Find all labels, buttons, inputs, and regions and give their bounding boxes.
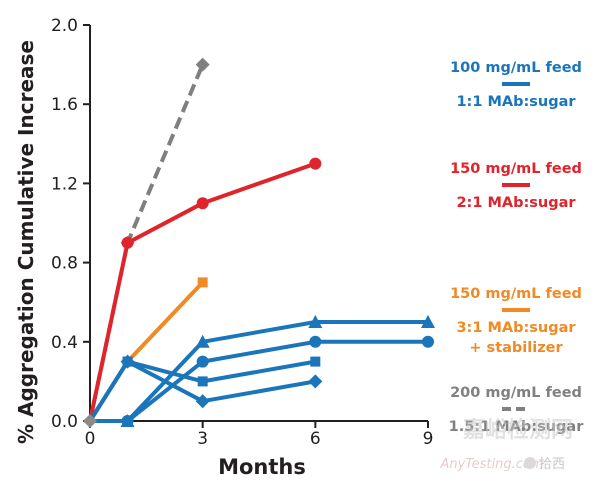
x-tick-label: 6 — [310, 429, 321, 449]
watermark-social: 拾西 — [539, 457, 565, 472]
legend-label-feed: 100 mg/mL feed — [450, 60, 582, 76]
data-point-triangle — [421, 315, 435, 328]
legend-label-ratio: 1.5:1 MAb:sugar — [449, 419, 585, 435]
data-point-square — [197, 277, 208, 288]
wechat-icon — [524, 457, 536, 469]
series-line — [90, 339, 428, 423]
series-blue-7 — [88, 354, 323, 423]
data-point-circle — [309, 157, 322, 170]
data-series — [83, 57, 435, 428]
data-point-square — [197, 376, 208, 387]
legend-entry-4: 200 mg/mL feed 1.5:1 MAb:sugar — [449, 385, 585, 435]
axes — [83, 24, 429, 428]
legend: 100 mg/mL feed 1:1 MAb:sugar 150 mg/mL fee… — [449, 60, 585, 435]
legend-entry-3: 150 mg/mL feed 3:1 MAb:sugar + stabilizer — [450, 286, 582, 356]
legend-label-feed: 200 mg/mL feed — [450, 385, 582, 401]
x-tick-label: 3 — [197, 429, 208, 449]
legend-label-ratio: 2:1 MAb:sugar — [456, 195, 576, 211]
data-point-diamond — [195, 57, 210, 72]
x-axis-title: Months — [218, 455, 306, 479]
data-point-circle — [309, 335, 322, 348]
y-axis-title: % Aggregation Cumulative Increase — [14, 40, 38, 444]
data-point-circle — [196, 197, 209, 210]
y-tick-label: 0.4 — [51, 333, 78, 353]
watermark: 嘉峪检测网 AnyTesting.com 拾西 — [439, 417, 573, 472]
legend-label-ratio: 1:1 MAb:sugar — [456, 94, 576, 110]
data-point-circle — [422, 335, 434, 348]
origin-point — [83, 414, 97, 428]
watermark-url: AnyTesting.com — [439, 457, 543, 472]
x-tick-label: 0 — [85, 429, 96, 449]
data-point-diamond — [308, 374, 323, 389]
series-red-2 — [88, 157, 322, 422]
watermark-brand: 嘉峪检测网 — [463, 417, 573, 443]
x-tick-label: 9 — [423, 429, 434, 449]
data-point-triangle — [308, 315, 323, 328]
data-point-circle — [121, 415, 134, 427]
series-blue-5 — [90, 335, 434, 427]
legend-label-ratio: 3:1 MAb:sugar — [456, 320, 576, 336]
data-point-circle — [196, 355, 209, 368]
y-tick-label: 0.0 — [51, 412, 78, 432]
y-tick-label: 2.0 — [51, 16, 78, 36]
legend-entry-2: 150 mg/mL feed 2:1 MAb:sugar — [450, 161, 582, 211]
legend-label-extra: + stabilizer — [469, 340, 563, 356]
legend-label-feed: 150 mg/mL feed — [450, 286, 582, 302]
legend-label-feed: 150 mg/mL feed — [450, 161, 582, 177]
data-point-triangle — [195, 334, 210, 348]
series-line — [88, 161, 316, 422]
y-tick-label: 1.6 — [51, 95, 78, 115]
tick-labels: 0.0 0.4 0.8 1.2 1.6 2.0 0 3 6 9 — [51, 16, 433, 449]
legend-entry-1: 100 mg/mL feed 1:1 MAb:sugar — [450, 60, 582, 110]
data-point-circle — [121, 236, 134, 249]
data-point-diamond — [120, 354, 135, 369]
data-point-square — [310, 356, 321, 367]
y-tick-label: 0.8 — [51, 254, 78, 274]
data-point-diamond — [195, 394, 210, 409]
series-line — [88, 359, 316, 423]
y-tick-label: 1.2 — [51, 174, 78, 194]
